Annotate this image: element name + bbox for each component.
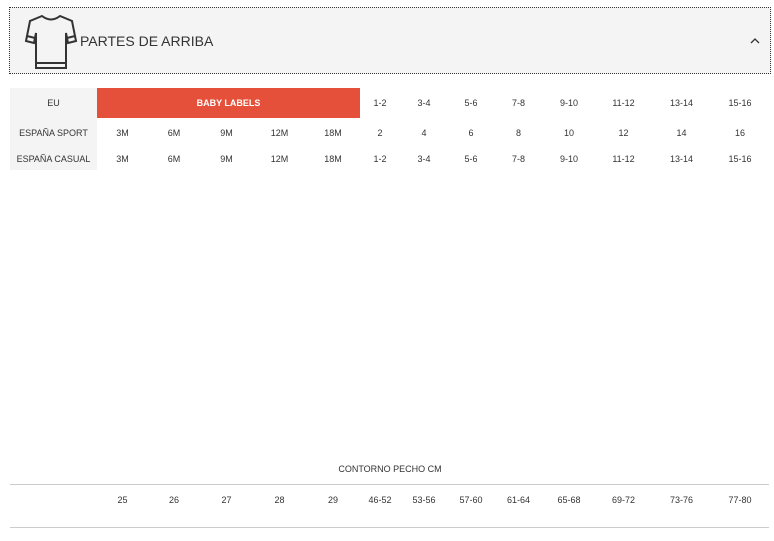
cell: 77-80 [728,495,752,505]
row-espana-sport: ESPAÑA SPORT 3M 6M 9M 12M 18M 2 4 6 8 10 12 14 16 [10,118,769,148]
cell: 9M [220,128,233,138]
cell: 18M [324,128,342,138]
row-label: ESPAÑA CASUAL [10,148,97,170]
cell: 14 [676,128,687,138]
cell: 6 [468,128,474,138]
row-label: EU [10,88,97,118]
row-eu: EU BABY LABELS 1-2 3-4 5-6 7-8 9-10 11-1… [10,88,769,118]
cell: 9-10 [559,154,578,164]
baby-labels-cell: BABY LABELS [97,88,360,118]
divider [10,484,769,485]
cell: 12M [270,154,289,164]
accordion-header-partes-de-arriba[interactable]: PARTES DE ARRIBA [9,7,771,74]
cell: 29 [327,495,338,505]
cell: 2 [377,128,383,138]
cell: 46-52 [368,495,392,505]
cell: 6M [167,128,181,138]
cell: 53-56 [412,495,436,505]
cell: 15-16 [728,154,752,164]
cell: 12M [270,128,289,138]
accordion-title: PARTES DE ARRIBA [80,33,214,49]
row-espana-casual: ESPAÑA CASUAL 3M 6M 9M 12M 18M 1-2 3-4 5-6 7-8 9-… [10,148,769,170]
cell: 61-64 [506,495,531,505]
cell: 8 [515,128,521,138]
cell: 3-4 [417,154,431,164]
cell: 5-6 [464,154,478,164]
cell: 18M [324,154,342,164]
cell: 3-4 [417,98,431,108]
cell: 65-68 [557,495,581,505]
cell: 11-12 [612,98,635,108]
cell: 6M [167,154,181,164]
chest-table: 25 26 27 28 29 46-52 53-56 57-60 61-64 65-68 69-72… [10,485,769,515]
cell: 26 [168,495,179,505]
cell: 11-12 [612,154,635,164]
cell: 13-14 [669,154,694,164]
empty-cell [10,485,97,515]
cell: 10 [563,128,574,138]
cell: 27 [221,495,232,505]
size-table: EU BABY LABELS 1-2 3-4 5-6 7-8 9-10 11-1… [10,88,769,170]
cell: 57-60 [459,495,483,505]
cell: 73-76 [669,495,694,505]
cell: 69-72 [611,495,636,505]
cell: 12 [618,128,629,138]
cell: 1-2 [373,154,387,164]
row-chest: 25 26 27 28 29 46-52 53-56 57-60 61-64 65-68 69-72… [10,485,769,515]
cell: 25 [117,495,128,505]
cell: 4 [421,128,427,138]
chevron-up-icon[interactable] [748,36,762,46]
cell: 13-14 [669,98,694,108]
cell: 9-10 [559,98,578,108]
cell: 16 [734,128,745,138]
divider [10,527,769,528]
tshirt-icon [24,14,78,69]
row-label: ESPAÑA SPORT [10,118,97,148]
cell: 3M [116,128,129,138]
cell: 3M [116,154,129,164]
cell: 15-16 [728,98,752,108]
cell: 7-8 [511,154,525,164]
cell: 28 [274,495,285,505]
cell: 1-2 [373,98,387,108]
cell: 5-6 [464,98,478,108]
cell: 9M [220,154,233,164]
cell: 7-8 [511,98,525,108]
chest-title: CONTORNO PECHO CM [338,464,442,474]
